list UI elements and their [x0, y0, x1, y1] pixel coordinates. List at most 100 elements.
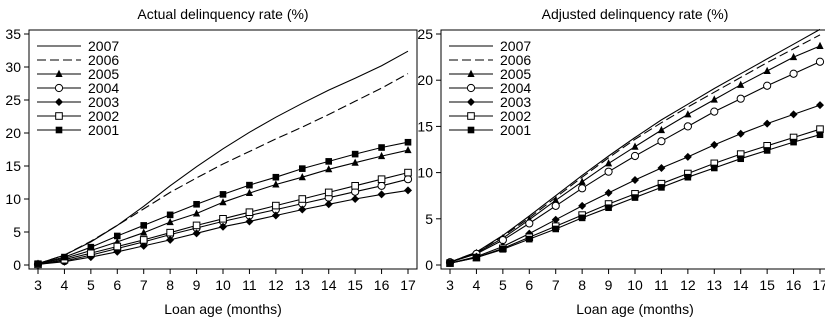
- data-point-2004: [710, 107, 719, 116]
- data-point-2001: [378, 144, 385, 151]
- data-point-2005: [325, 165, 333, 173]
- x-tick-label: 5: [499, 277, 507, 293]
- x-tick-label: 12: [680, 277, 696, 293]
- data-point-2004: [789, 69, 798, 78]
- data-point-2003: [351, 195, 360, 203]
- data-point-2005: [684, 110, 692, 118]
- legend-label: 2007: [500, 38, 531, 54]
- data-point-2001: [605, 204, 612, 212]
- data-point-2002: [298, 195, 307, 203]
- legend-marker: [467, 126, 475, 134]
- y-tick-label: 35: [5, 26, 21, 42]
- x-tick-label: 3: [34, 277, 42, 293]
- data-point-2005: [351, 158, 359, 166]
- x-tick-label: 4: [61, 277, 69, 293]
- legend-marker: [467, 98, 475, 106]
- data-point-2004: [683, 122, 692, 131]
- data-point-2001: [351, 150, 359, 158]
- data-point-2004: [578, 184, 587, 193]
- series-2006: [37, 73, 409, 265]
- data-point-2005: [298, 173, 306, 181]
- x-tick-label: 8: [166, 277, 174, 293]
- legend-marker: [55, 98, 63, 106]
- x-tick-label: 14: [733, 277, 749, 293]
- legend-label: 2001: [500, 122, 531, 138]
- data-point-2002: [87, 249, 95, 257]
- legend-label: 2005: [500, 66, 531, 82]
- x-tick-label: 10: [215, 277, 231, 293]
- x-tick-label: 14: [321, 277, 337, 293]
- data-point-2004: [657, 137, 666, 146]
- y-tick-label: 5: [425, 211, 433, 227]
- data-point-2005: [578, 177, 586, 185]
- data-point-2005: [404, 145, 412, 154]
- data-point-2005: [710, 95, 718, 103]
- data-point-2003: [166, 235, 175, 244]
- data-point-2001: [631, 194, 639, 201]
- data-point-2004: [815, 57, 825, 66]
- data-point-2002: [113, 242, 122, 251]
- data-point-2002: [166, 228, 174, 237]
- data-point-2002: [192, 221, 201, 230]
- x-tick-label: 13: [294, 277, 310, 293]
- data-point-2001: [140, 222, 148, 229]
- data-point-2003: [404, 186, 412, 195]
- data-point-2001: [446, 259, 454, 267]
- x-tick-label: 17: [400, 277, 416, 293]
- data-point-2003: [551, 215, 560, 224]
- data-point-2003: [219, 222, 227, 231]
- data-point-2003: [789, 110, 798, 119]
- legend-marker: [55, 126, 63, 134]
- data-point-2004: [604, 167, 613, 176]
- x-tick-label: 9: [193, 277, 201, 293]
- y-tick-label: 5: [13, 224, 21, 240]
- y-tick-label: 15: [417, 118, 433, 134]
- legend-label: 2007: [88, 38, 119, 54]
- x-tick-label: 12: [268, 277, 284, 293]
- legend-label: 2004: [88, 80, 119, 96]
- data-point-2004: [736, 94, 745, 103]
- x-tick-label: 8: [578, 277, 586, 293]
- x-tick-label: 16: [786, 277, 802, 293]
- series-2002: [34, 168, 412, 269]
- data-point-2003: [298, 205, 307, 214]
- data-point-2005: [166, 217, 174, 226]
- data-point-2002: [272, 201, 280, 210]
- data-point-2003: [657, 163, 666, 172]
- data-point-2003: [139, 241, 148, 250]
- x-tick-label: 6: [113, 277, 121, 293]
- legend-marker: [467, 112, 475, 120]
- legend-marker: [467, 69, 475, 77]
- x-axis-label: Loan age (months): [164, 301, 282, 317]
- x-tick-label: 7: [552, 277, 560, 293]
- y-tick-label: 25: [5, 92, 21, 108]
- series-2007: [449, 28, 821, 263]
- legend-marker: [54, 83, 64, 93]
- data-point-2001: [816, 131, 824, 139]
- x-tick-label: 11: [242, 277, 257, 293]
- legend-label: 2003: [500, 94, 531, 110]
- x-tick-label: 10: [627, 277, 643, 293]
- legend-marker: [55, 69, 63, 77]
- data-point-2002: [404, 168, 412, 177]
- series-2003: [34, 186, 412, 269]
- x-tick-label: 11: [654, 277, 669, 293]
- data-point-2005: [245, 188, 254, 197]
- data-point-2001: [219, 191, 227, 198]
- data-point-2005: [763, 66, 771, 74]
- x-tick-label: 4: [473, 277, 481, 293]
- x-tick-label: 7: [140, 277, 148, 293]
- x-tick-label: 13: [706, 277, 722, 293]
- data-point-2003: [710, 140, 719, 149]
- data-point-2005: [140, 228, 148, 236]
- x-tick-label: 17: [812, 277, 825, 293]
- series-2001: [446, 131, 824, 267]
- data-point-2001: [790, 138, 797, 146]
- chart-panel-adjusted: Adjusted delinquency rate (%) 0 5 10 15 20 25 3…: [417, 6, 825, 317]
- data-point-2004: [763, 81, 772, 90]
- data-point-2005: [737, 80, 745, 88]
- series-line-2006: [37, 73, 409, 265]
